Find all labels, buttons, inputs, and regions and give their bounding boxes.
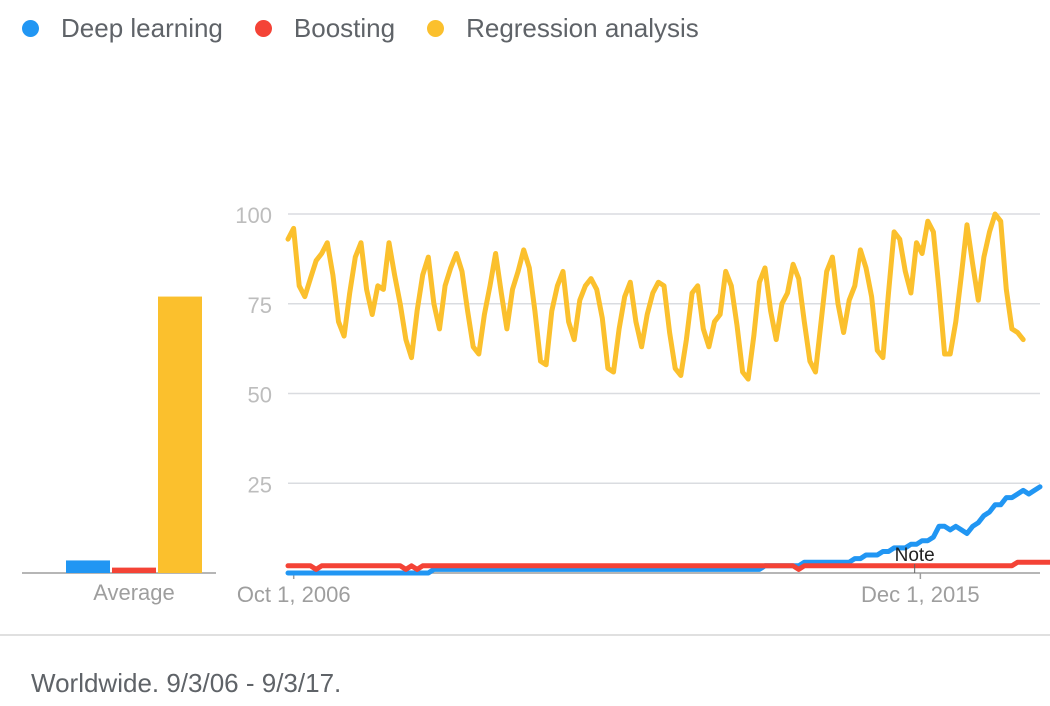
x-tick-label: Oct 1, 2006	[237, 582, 351, 607]
y-tick-label: 75	[248, 293, 272, 318]
legend: Deep learning Boosting Regression analys…	[22, 8, 731, 48]
legend-item-deep-learning[interactable]: Deep learning	[22, 13, 223, 44]
series-line	[285, 211, 1026, 382]
y-tick-label: 50	[248, 383, 272, 408]
y-tick-label: 100	[235, 203, 272, 228]
legend-label: Boosting	[293, 12, 396, 43]
x-tick-label: Dec 1, 2015	[861, 582, 980, 607]
average-bar	[112, 567, 156, 573]
annotation-note: Note	[895, 545, 935, 566]
legend-item-boosting[interactable]: Boosting	[254, 12, 396, 44]
footer-text: Worldwide. 9/3/06 - 9/3/17.	[31, 668, 342, 698]
legend-label: Deep learning	[61, 12, 223, 43]
series-line	[285, 484, 1043, 576]
footer-divider	[0, 634, 1050, 636]
legend-dot-icon	[427, 19, 445, 37]
trends-chart: 25 50 75 100 Average Oct 1, 2006 Dec 1, 2015 No…	[22, 203, 1050, 607]
average-bar	[66, 560, 110, 573]
average-label: Average	[93, 580, 175, 605]
legend-label: Regression analysis	[466, 12, 699, 43]
y-tick-label: 25	[248, 472, 272, 497]
legend-dot-icon	[254, 19, 272, 37]
legend-dot-icon	[22, 19, 39, 37]
average-bar	[158, 296, 202, 573]
legend-item-regression-analysis[interactable]: Regression analysis	[427, 13, 699, 44]
series-line	[285, 559, 1050, 572]
